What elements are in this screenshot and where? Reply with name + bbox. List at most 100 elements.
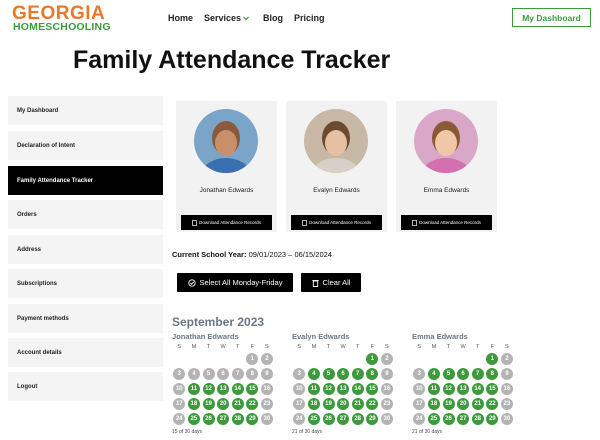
sidebar-item[interactable]: Address [8, 235, 163, 264]
day-cell[interactable]: 22 [366, 398, 379, 410]
day-cell[interactable]: 13 [337, 383, 350, 395]
download-button[interactable]: Download Attendance Records [401, 215, 492, 230]
day-cell[interactable]: 16 [260, 383, 273, 395]
day-cell[interactable]: 15 [366, 383, 379, 395]
day-cell[interactable]: 5 [322, 368, 335, 380]
day-cell[interactable]: 29 [486, 413, 499, 425]
day-cell[interactable]: 7 [231, 368, 244, 380]
day-cell[interactable]: 26 [322, 413, 335, 425]
nav-link[interactable]: Blog [263, 13, 283, 23]
day-cell[interactable]: 12 [322, 383, 335, 395]
logo-bottom[interactable]: HOMESCHOOLING [13, 21, 111, 33]
day-cell[interactable]: 17 [173, 398, 186, 410]
clear-all-button[interactable]: Clear All [301, 273, 361, 292]
day-cell[interactable]: 21 [231, 398, 244, 410]
day-cell[interactable]: 23 [260, 398, 273, 410]
day-cell[interactable]: 19 [202, 398, 215, 410]
day-cell[interactable]: 14 [471, 383, 484, 395]
day-cell[interactable]: 25 [187, 413, 200, 425]
day-cell[interactable]: 15 [246, 383, 259, 395]
day-cell[interactable]: 26 [442, 413, 455, 425]
day-cell[interactable]: 10 [173, 383, 186, 395]
sidebar-item[interactable]: Logout [8, 372, 163, 401]
sidebar-item[interactable]: Family Attendance Tracker [8, 166, 163, 195]
day-cell[interactable]: 28 [231, 413, 244, 425]
logo-top[interactable]: GEORGIA [12, 3, 106, 24]
day-cell[interactable]: 8 [246, 368, 259, 380]
day-cell[interactable]: 4 [427, 368, 440, 380]
day-cell[interactable]: 16 [380, 383, 393, 395]
day-cell[interactable]: 2 [260, 353, 273, 365]
day-cell[interactable]: 24 [293, 413, 306, 425]
day-cell[interactable]: 23 [500, 398, 513, 410]
day-cell[interactable]: 17 [413, 398, 426, 410]
day-cell[interactable]: 3 [413, 368, 426, 380]
day-cell[interactable]: 11 [187, 383, 200, 395]
day-cell[interactable]: 24 [173, 413, 186, 425]
day-cell[interactable]: 18 [427, 398, 440, 410]
day-cell[interactable]: 8 [486, 368, 499, 380]
day-cell[interactable]: 24 [413, 413, 426, 425]
day-cell[interactable]: 27 [457, 413, 470, 425]
day-cell[interactable]: 30 [260, 413, 273, 425]
day-cell[interactable]: 7 [351, 368, 364, 380]
nav-link[interactable]: Home [168, 13, 194, 23]
day-cell[interactable]: 20 [337, 398, 350, 410]
day-cell[interactable]: 21 [471, 398, 484, 410]
day-cell[interactable]: 6 [337, 368, 350, 380]
day-cell[interactable]: 27 [217, 413, 230, 425]
sidebar-item[interactable]: Declaration of Intent [8, 131, 163, 160]
day-cell[interactable]: 1 [246, 353, 259, 365]
day-cell[interactable]: 26 [202, 413, 215, 425]
download-button[interactable]: Download Attendance Records [291, 215, 382, 230]
day-cell[interactable]: 9 [260, 368, 273, 380]
day-cell[interactable]: 9 [500, 368, 513, 380]
day-cell[interactable]: 17 [293, 398, 306, 410]
download-button[interactable]: Download Attendance Records [181, 215, 272, 230]
day-cell[interactable]: 16 [500, 383, 513, 395]
day-cell[interactable]: 18 [187, 398, 200, 410]
day-cell[interactable]: 21 [351, 398, 364, 410]
day-cell[interactable]: 23 [380, 398, 393, 410]
day-cell[interactable]: 15 [486, 383, 499, 395]
day-cell[interactable]: 18 [307, 398, 320, 410]
day-cell[interactable]: 29 [246, 413, 259, 425]
day-cell[interactable]: 25 [427, 413, 440, 425]
day-cell[interactable]: 6 [457, 368, 470, 380]
day-cell[interactable]: 11 [307, 383, 320, 395]
sidebar-item[interactable]: Orders [8, 200, 163, 229]
day-cell[interactable]: 3 [293, 368, 306, 380]
sidebar-item[interactable]: Payment methods [8, 304, 163, 333]
nav-link[interactable]: Services [204, 13, 242, 23]
day-cell[interactable]: 12 [202, 383, 215, 395]
day-cell[interactable]: 30 [500, 413, 513, 425]
day-cell[interactable]: 10 [293, 383, 306, 395]
day-cell[interactable]: 14 [351, 383, 364, 395]
day-cell[interactable]: 29 [366, 413, 379, 425]
day-cell[interactable]: 6 [217, 368, 230, 380]
day-cell[interactable]: 13 [457, 383, 470, 395]
day-cell[interactable]: 1 [486, 353, 499, 365]
day-cell[interactable]: 19 [442, 398, 455, 410]
nav-link[interactable]: Pricing [294, 13, 325, 23]
day-cell[interactable]: 28 [351, 413, 364, 425]
day-cell[interactable]: 25 [307, 413, 320, 425]
day-cell[interactable]: 28 [471, 413, 484, 425]
day-cell[interactable]: 19 [322, 398, 335, 410]
dashboard-button[interactable]: My Dashboard [512, 8, 591, 27]
day-cell[interactable]: 3 [173, 368, 186, 380]
sidebar-item[interactable]: Subscriptions [8, 269, 163, 298]
day-cell[interactable]: 20 [457, 398, 470, 410]
day-cell[interactable]: 2 [380, 353, 393, 365]
day-cell[interactable]: 7 [471, 368, 484, 380]
day-cell[interactable]: 10 [413, 383, 426, 395]
day-cell[interactable]: 4 [187, 368, 200, 380]
day-cell[interactable]: 13 [217, 383, 230, 395]
sidebar-item[interactable]: Account details [8, 338, 163, 367]
sidebar-item[interactable]: My Dashboard [8, 96, 163, 125]
day-cell[interactable]: 22 [486, 398, 499, 410]
day-cell[interactable]: 22 [246, 398, 259, 410]
day-cell[interactable]: 5 [202, 368, 215, 380]
day-cell[interactable]: 5 [442, 368, 455, 380]
day-cell[interactable]: 8 [366, 368, 379, 380]
